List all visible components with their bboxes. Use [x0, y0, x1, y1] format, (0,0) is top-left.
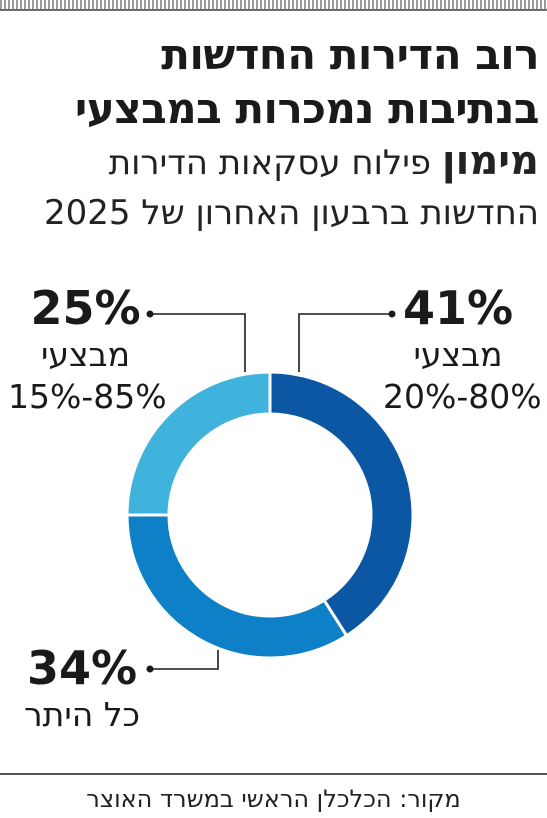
subtitle-bold-word: מימון: [441, 138, 539, 184]
slice-range-41: 20%-80%: [383, 377, 542, 416]
headline-line-2: בנתיבות נמכרות במבצעי: [74, 84, 540, 133]
top-decorative-rule: [0, 0, 547, 9]
slice-value-34: 34%: [26, 641, 138, 695]
donut-slice-25: [125, 370, 272, 517]
leader-line-34: [150, 650, 219, 670]
subtitle-line-2: החדשות ברבעון האחרון של 2025: [43, 193, 539, 233]
slice-caption-41: מבצעי: [413, 335, 503, 374]
source-note: מקור: הכלכלן הראשי במשרד האוצר: [86, 785, 461, 813]
leader-line-34-dot: [146, 665, 154, 673]
leader-line-25-dot: [146, 310, 154, 318]
leader-line-41: [298, 313, 392, 372]
source-divider: [0, 773, 547, 775]
slice-label-41: 41% מבצעי 20%-80%: [383, 281, 542, 418]
slice-label-25: 25% מבצעי 15%-85%: [8, 281, 167, 418]
donut-slice-34: [125, 513, 349, 660]
subtitle-line-1: מימון פילוח עסקאות הדירות: [4, 136, 539, 188]
slice-label-34: 34% כל היתר: [12, 642, 152, 736]
leader-line-41-dot: [388, 310, 396, 318]
headline-line-1: רוב הדירות החדשות: [161, 30, 539, 79]
slice-caption-34: כל היתר: [24, 695, 140, 734]
slice-value-41: 41%: [402, 281, 514, 335]
donut-slice-41: [268, 370, 415, 638]
subtitle-line-1-rest: פילוח עסקאות הדירות: [108, 143, 432, 183]
slice-caption-25: מבצעי: [40, 335, 131, 374]
slice-range-25: 15%-85%: [8, 377, 167, 416]
top-rule-line: [0, 9, 547, 11]
title-block: רוב הדירות החדשות בנתיבות נמכרות במבצעי …: [4, 28, 540, 238]
slice-value-25: 25%: [30, 281, 141, 335]
leader-line-25: [150, 313, 246, 372]
